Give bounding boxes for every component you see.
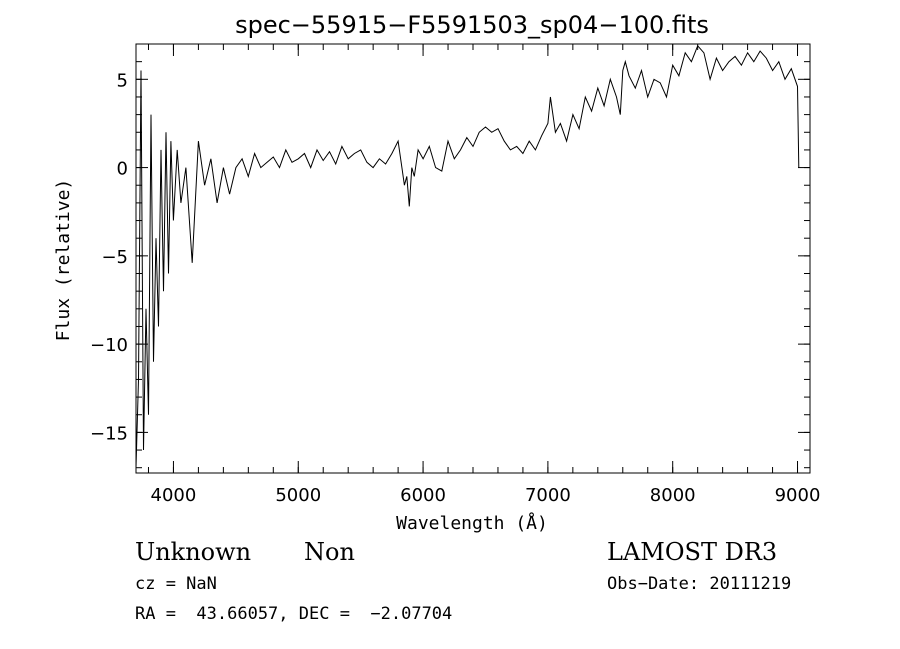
axes-group	[135, 43, 811, 474]
x-tick-label: 7000	[525, 485, 571, 506]
x-tick-label: 8000	[650, 485, 696, 506]
y-tick-label: 5	[117, 70, 128, 91]
obs-date-text: Obs−Date: 20111219	[607, 574, 792, 594]
subclass-label: Non	[304, 538, 355, 566]
y-tick-label: −15	[90, 423, 128, 444]
y-tick-label: −10	[90, 335, 128, 356]
coordinates-text: RA = 43.66057, DEC = −2.07704	[135, 604, 453, 624]
spectrum-series-group	[135, 44, 800, 468]
x-tick-label: 5000	[275, 485, 321, 506]
spectrum-line-0	[135, 44, 800, 468]
chart-title: spec−55915−F5591503_sp04−100.fits	[235, 11, 709, 39]
survey-label: LAMOST DR3	[607, 538, 778, 566]
y-axis-label: Flux (relative)	[53, 179, 74, 342]
redshift-text: cz = NaN	[135, 574, 217, 594]
x-axis-label: Wavelength (Å)	[396, 512, 548, 534]
x-tick-label: 4000	[151, 485, 197, 506]
x-tick-label: 6000	[400, 485, 446, 506]
y-tick-label: −5	[101, 247, 128, 268]
tick-labels-group: 4000 5000 6000 7000 8000 9000 5 0 −5 −10 −15	[90, 70, 820, 506]
plot-frame	[135, 43, 811, 474]
class-label: Unknown	[135, 538, 252, 566]
y-tick-label: 0	[117, 159, 128, 180]
ticks-group	[136, 43, 810, 473]
x-tick-label: 9000	[775, 485, 821, 506]
